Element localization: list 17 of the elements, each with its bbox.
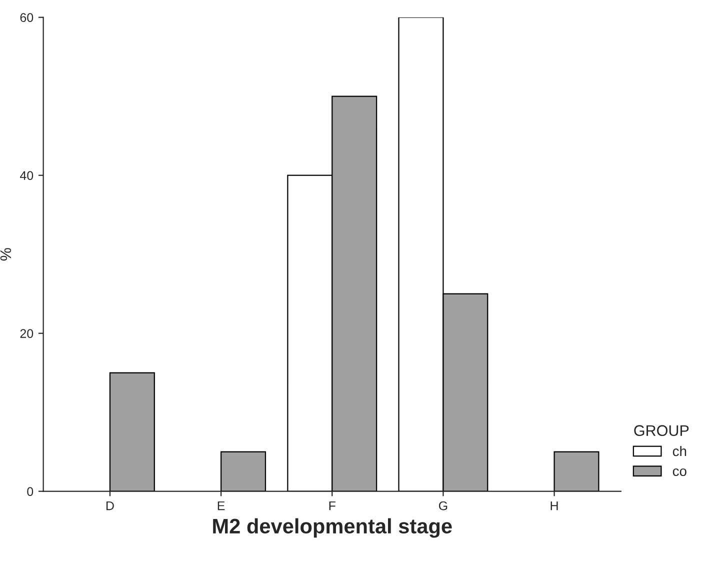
y-tick-label: 0 xyxy=(27,487,34,496)
x-axis-title: M2 developmental stage xyxy=(213,518,452,538)
legend-title: GROUP xyxy=(634,425,689,436)
y-axis-title: % xyxy=(0,248,12,261)
bar xyxy=(554,451,600,492)
x-tick-label: H xyxy=(550,501,558,510)
x-tick-label: F xyxy=(329,501,336,510)
x-tick-label: G xyxy=(438,501,448,510)
x-tick-label: E xyxy=(218,501,225,510)
y-tick-label: 60 xyxy=(20,13,34,22)
legend-label: co xyxy=(672,468,686,476)
bar xyxy=(220,451,266,492)
bar xyxy=(109,372,155,492)
x-tick-label: D xyxy=(106,501,114,510)
legend-label: ch xyxy=(672,446,686,456)
y-tick-label: 20 xyxy=(20,329,34,338)
y-tick-label: 40 xyxy=(20,171,34,180)
